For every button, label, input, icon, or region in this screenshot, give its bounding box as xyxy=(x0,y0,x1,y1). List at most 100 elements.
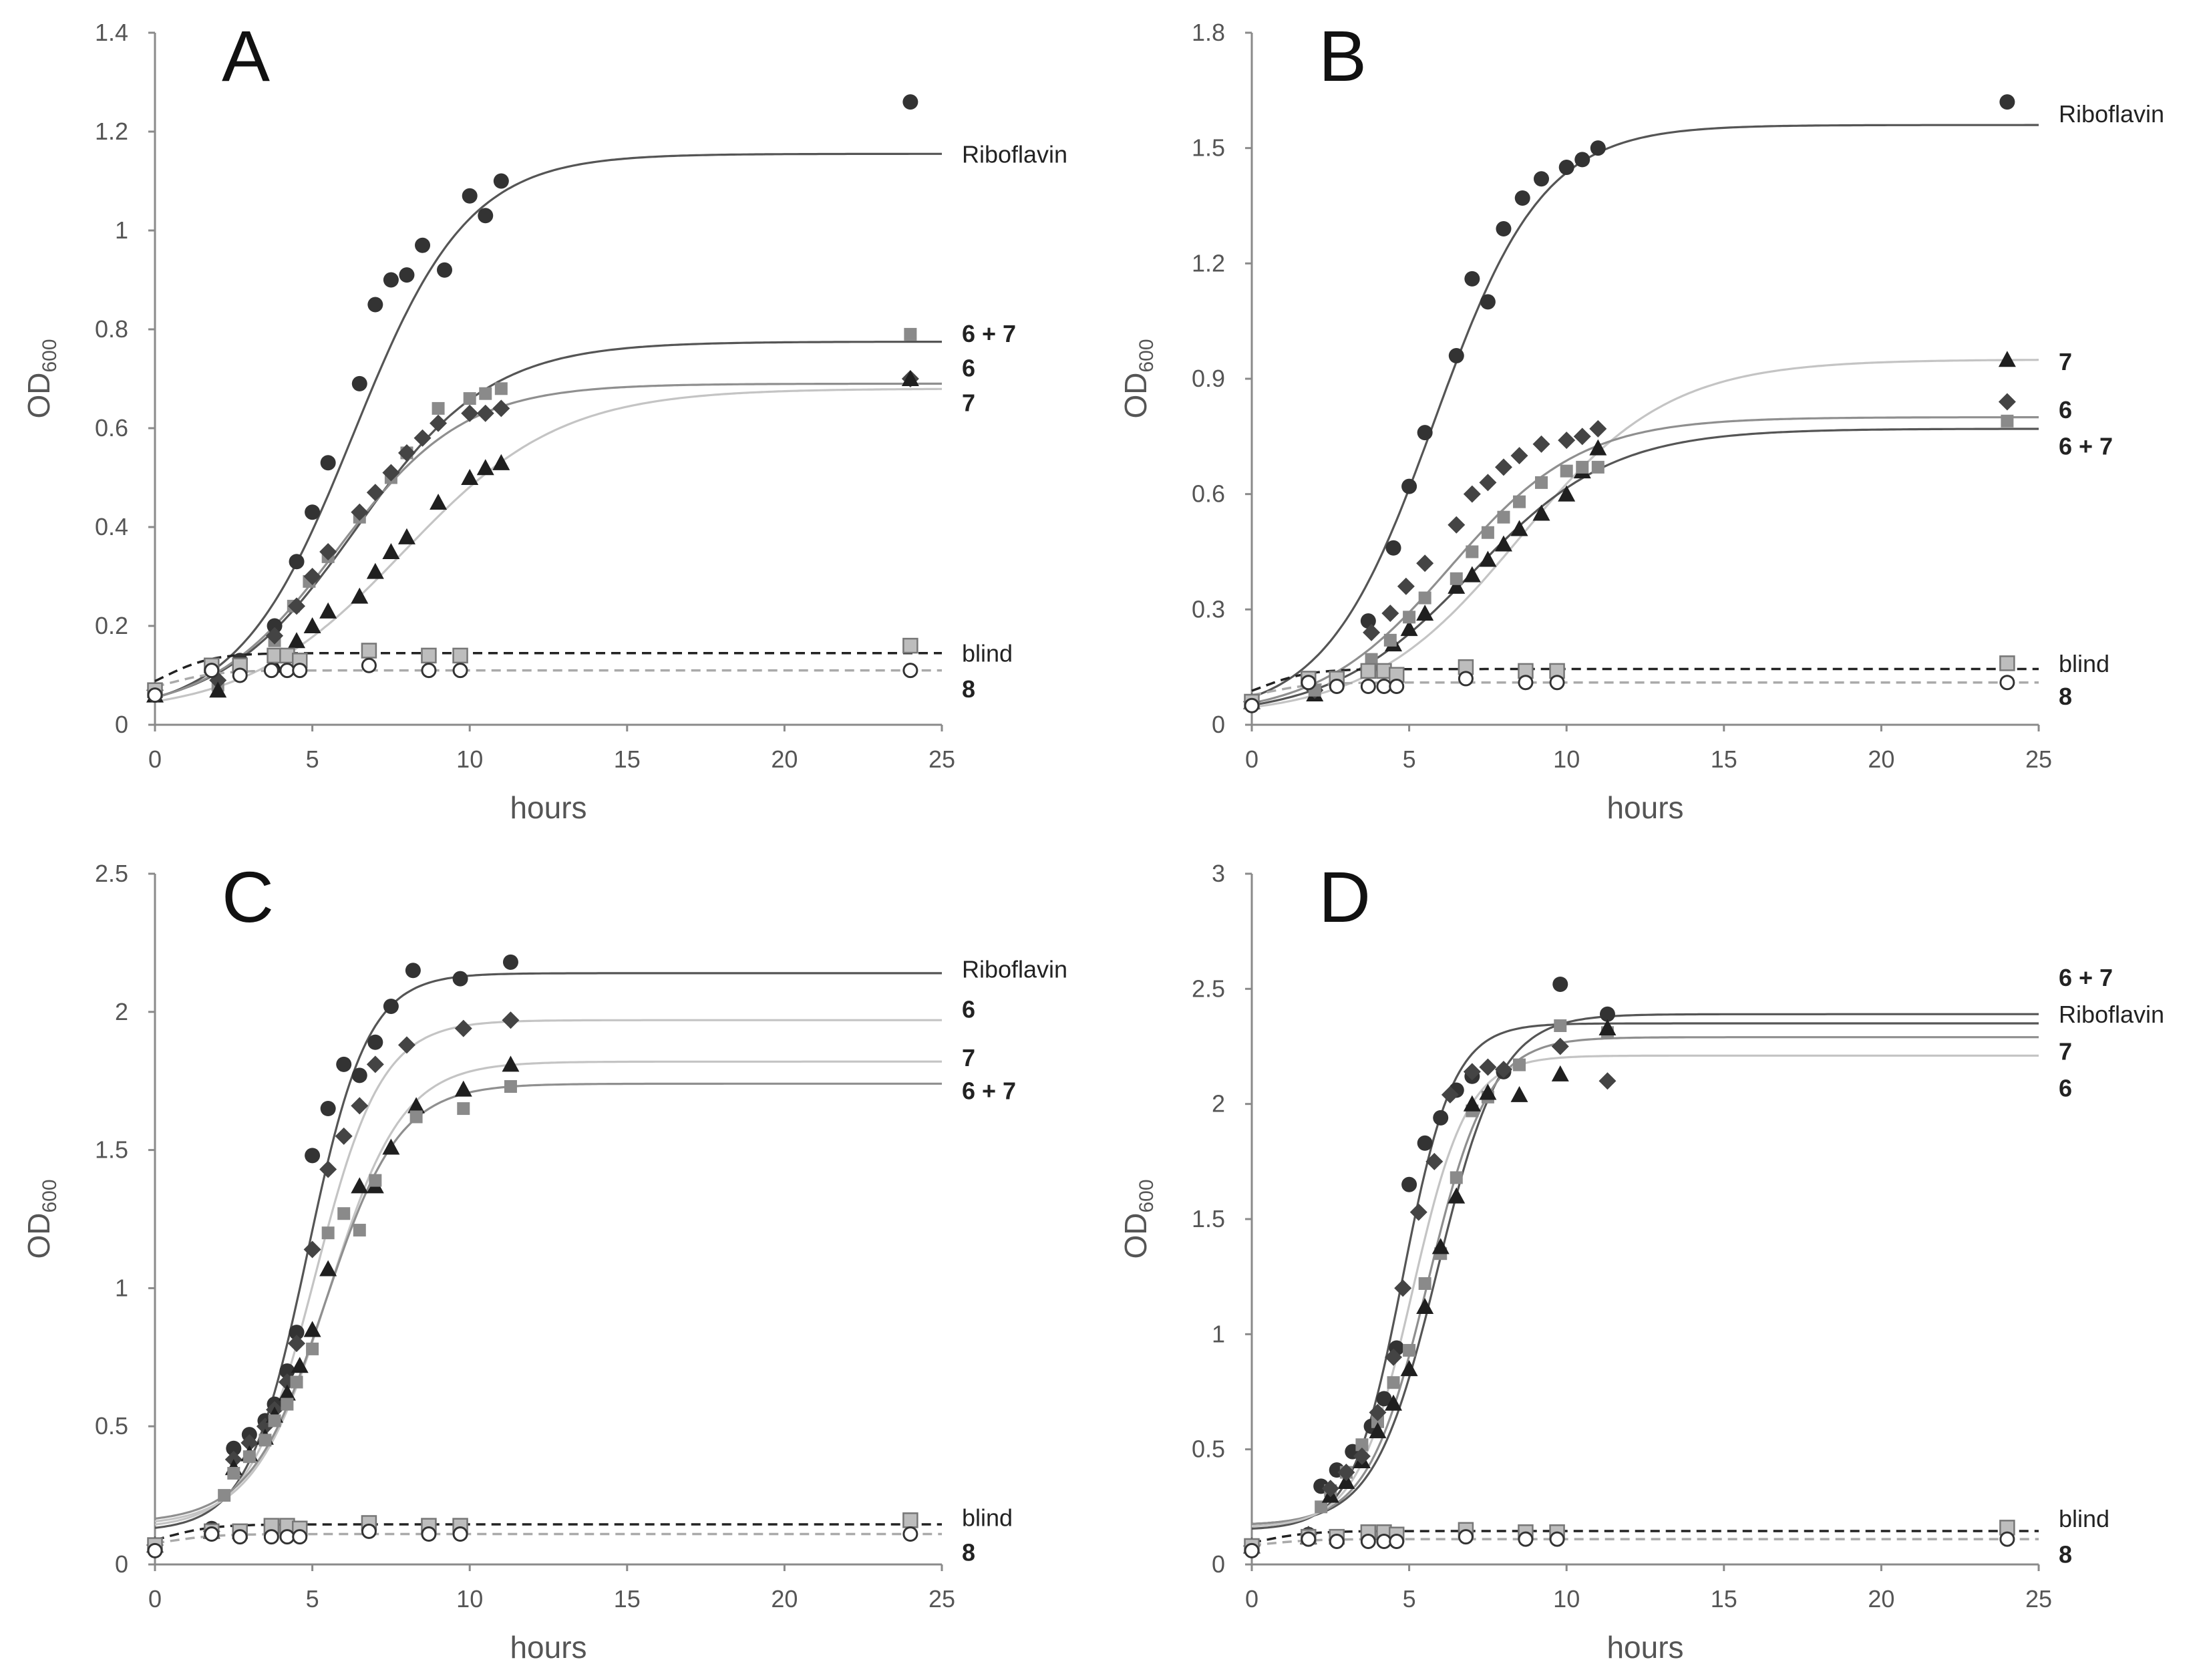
point-Riboflavin xyxy=(1558,159,1574,175)
y-axis-label: OD600 xyxy=(1118,1179,1158,1258)
y-tick-label: 1.5 xyxy=(1192,1205,1225,1232)
point-67 xyxy=(1576,460,1589,474)
point-7 xyxy=(1416,605,1434,621)
point-Riboflavin xyxy=(1401,478,1417,494)
point-blind xyxy=(902,637,918,654)
point-6 xyxy=(319,1160,337,1178)
point-Riboflavin xyxy=(1480,294,1496,310)
fit-curve-Riboflavin xyxy=(1251,124,2039,699)
point-7 xyxy=(1589,439,1607,456)
x-axis-label: hours xyxy=(510,1630,586,1665)
y-tick-label: 0 xyxy=(115,711,128,738)
point-Riboflavin xyxy=(336,1056,352,1072)
point-67 xyxy=(504,1079,517,1093)
point-7 xyxy=(278,1384,296,1401)
point-Riboflavin xyxy=(289,554,305,570)
point-6 xyxy=(1463,1063,1481,1081)
x-tick-label: 20 xyxy=(771,1585,798,1613)
y-tick-label: 1.2 xyxy=(1192,249,1225,277)
point-7 xyxy=(1463,566,1481,582)
point-67 xyxy=(2001,414,2014,428)
point-Riboflavin xyxy=(383,272,399,288)
series-label: 6 + 7 xyxy=(962,1077,1016,1105)
point-8 xyxy=(452,663,468,679)
x-tick-label: 10 xyxy=(1553,745,1580,773)
x-tick-label: 10 xyxy=(1553,1585,1580,1613)
point-8 xyxy=(361,1523,377,1539)
point-7 xyxy=(1510,1085,1528,1102)
x-tick-label: 10 xyxy=(456,1585,483,1613)
point-6 xyxy=(1416,554,1434,572)
point-6 xyxy=(461,404,479,422)
point-67 xyxy=(1355,1438,1369,1452)
point-Riboflavin xyxy=(367,297,383,313)
series-label: Riboflavin xyxy=(962,140,1067,168)
point-8 xyxy=(361,657,377,673)
point-blind xyxy=(361,643,377,659)
point-8 xyxy=(1999,675,2015,691)
point-67 xyxy=(1466,545,1479,558)
fit-curve-67 xyxy=(1251,428,2039,707)
point-6 xyxy=(1381,605,1399,623)
point-6 xyxy=(397,444,415,462)
point-7 xyxy=(303,617,321,634)
point-7 xyxy=(1431,1238,1450,1254)
point-7 xyxy=(291,1357,309,1373)
x-tick-label: 5 xyxy=(1403,745,1416,773)
point-7 xyxy=(319,602,337,619)
point-7 xyxy=(303,1321,321,1337)
y-tick-label: 0.4 xyxy=(95,513,128,540)
point-8 xyxy=(1389,678,1405,694)
series-label: Riboflavin xyxy=(2059,100,2164,128)
point-8 xyxy=(1549,675,1565,691)
point-7 xyxy=(351,1177,369,1194)
point-6 xyxy=(266,627,284,645)
point-Riboflavin xyxy=(289,1325,305,1341)
point-6 xyxy=(430,414,448,432)
point-Riboflavin xyxy=(462,188,478,204)
x-tick-label: 0 xyxy=(1245,1585,1258,1613)
point-7 xyxy=(366,562,384,579)
point-8 xyxy=(263,1529,279,1545)
point-7 xyxy=(901,370,919,387)
point-7 xyxy=(1510,520,1528,536)
y-tick-label: 2 xyxy=(115,998,128,1025)
series-label: 6 xyxy=(2059,1075,2072,1102)
point-6 xyxy=(397,1036,415,1054)
y-tick-label: 1.4 xyxy=(95,19,128,46)
point-Riboflavin xyxy=(226,1440,242,1456)
x-tick-label: 20 xyxy=(771,745,798,773)
point-6 xyxy=(1510,447,1528,465)
y-tick-label: 0.5 xyxy=(1192,1436,1225,1463)
point-8 xyxy=(1244,697,1260,713)
point-6 xyxy=(303,568,321,585)
point-6 xyxy=(288,597,306,615)
point-67 xyxy=(290,1375,303,1389)
point-6 xyxy=(240,1434,259,1452)
point-67 xyxy=(457,1102,470,1116)
point-8 xyxy=(1458,1529,1474,1545)
point-7 xyxy=(1558,485,1576,502)
series-label: 8 xyxy=(2059,1540,2072,1568)
point-7 xyxy=(1448,577,1466,594)
x-tick-label: 25 xyxy=(928,1585,955,1613)
point-6 xyxy=(1479,1058,1497,1076)
point-Riboflavin xyxy=(399,267,415,283)
point-Riboflavin xyxy=(1385,540,1401,556)
point-8 xyxy=(1301,1531,1317,1547)
point-67 xyxy=(268,1414,281,1427)
point-6 xyxy=(1532,435,1550,453)
y-tick-label: 0.6 xyxy=(1192,480,1225,508)
point-7 xyxy=(1494,535,1512,552)
point-6 xyxy=(476,404,494,422)
point-Riboflavin xyxy=(502,954,518,970)
point-Riboflavin xyxy=(1590,140,1606,156)
x-tick-label: 0 xyxy=(1245,745,1258,773)
y-tick-label: 0.8 xyxy=(95,315,128,343)
point-67 xyxy=(1383,633,1397,647)
point-6 xyxy=(366,1055,384,1073)
series-label: 6 xyxy=(962,996,975,1023)
panel-letter: D xyxy=(1319,856,1371,937)
x-tick-label: 10 xyxy=(456,745,483,773)
point-6 xyxy=(1337,1464,1355,1482)
